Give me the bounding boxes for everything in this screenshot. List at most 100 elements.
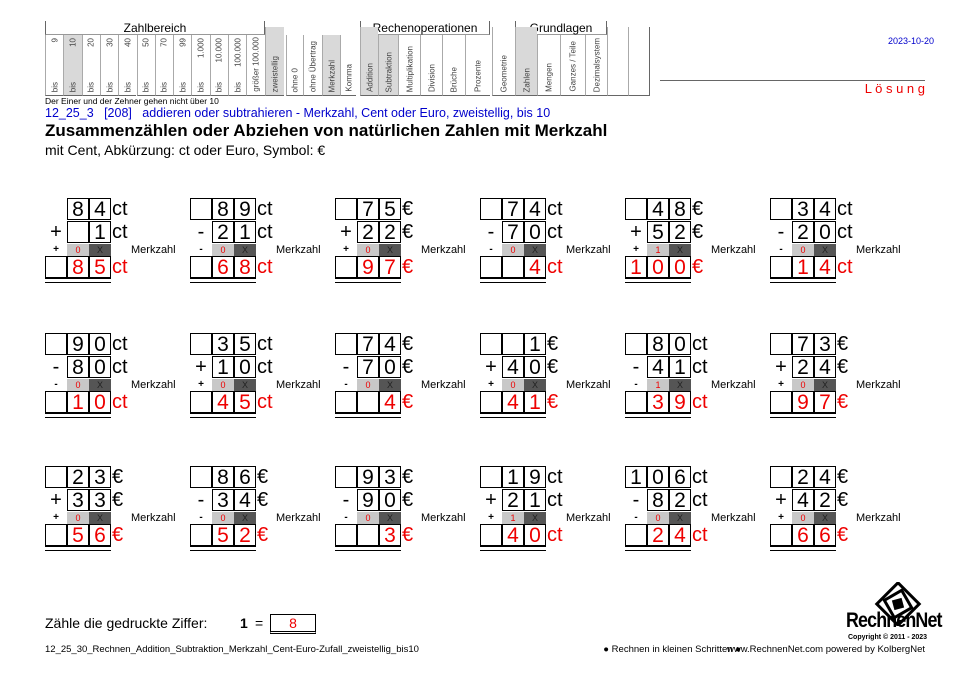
result-digit-cell[interactable]: 8 [234, 256, 256, 279]
result-digit-cell[interactable]: 0 [669, 256, 691, 279]
carry-cell[interactable]: 0 [212, 512, 234, 524]
result-digit-cell[interactable]: 3 [379, 524, 401, 547]
result-digit-cell[interactable] [357, 524, 379, 546]
carry-cell[interactable]: 0 [357, 512, 379, 524]
result-digit-cell[interactable]: 5 [67, 524, 89, 547]
result-unit-label: € [692, 256, 704, 278]
result-digit-cell[interactable]: 1 [625, 256, 647, 279]
result-digit-cell[interactable] [480, 391, 502, 413]
result-digit-cell[interactable] [770, 256, 792, 278]
carry-cell[interactable]: 0 [67, 244, 89, 256]
result-digit-cell[interactable]: 2 [647, 524, 669, 547]
result-digit-cell[interactable] [190, 524, 212, 546]
double-underline [45, 546, 111, 551]
range-bottom: bis [196, 81, 206, 92]
carry-cell[interactable]: 1 [647, 244, 669, 256]
result-digit-cell[interactable]: 4 [669, 524, 691, 547]
carry-cell[interactable]: 0 [792, 244, 814, 256]
result-digit-cell[interactable] [625, 391, 647, 413]
result-digit-cell[interactable]: 6 [814, 524, 836, 547]
result-digit-cell[interactable]: 9 [669, 391, 691, 414]
result-digit-cell[interactable] [335, 256, 357, 278]
carry-cell[interactable]: 0 [502, 379, 524, 391]
result-digit-cell[interactable] [502, 256, 524, 278]
result-digit-cell[interactable]: 0 [647, 256, 669, 279]
result-unit-label: € [257, 524, 269, 546]
result-digit-cell[interactable]: 3 [647, 391, 669, 414]
merkzahl-label: Merkzahl [566, 379, 611, 391]
unit-label: ct [692, 356, 708, 378]
column-label: zweistellig [270, 55, 280, 92]
second-digit-cell: 1 [212, 356, 234, 379]
result-digit-cell[interactable]: 2 [234, 524, 256, 547]
count-answer-box[interactable]: 8 [270, 614, 316, 634]
footer-website[interactable]: www.RechnenNet.com powered by KolbergNet [726, 644, 925, 655]
result-digit-cell[interactable] [190, 256, 212, 278]
group-zahlbereich: Zahlbereich [45, 21, 265, 35]
result-digit-cell[interactable]: 1 [792, 256, 814, 279]
result-digit-cell[interactable]: 6 [792, 524, 814, 547]
result-digit-cell[interactable]: 4 [502, 391, 524, 414]
result-digit-cell[interactable]: 5 [89, 256, 111, 279]
carry-cell[interactable]: 0 [357, 244, 379, 256]
result-digit-cell[interactable] [770, 524, 792, 546]
result-digit-cell[interactable] [770, 391, 792, 413]
carry-cell[interactable]: 0 [502, 244, 524, 256]
result-digit-cell[interactable]: 4 [524, 256, 546, 279]
result-digit-cell[interactable] [335, 524, 357, 546]
result-digit-cell[interactable]: 6 [212, 256, 234, 279]
result-digit-cell[interactable]: 8 [67, 256, 89, 279]
carry-blocked-cell: X [524, 244, 546, 256]
page-title: Zusammenzählen oder Abziehen von natürli… [45, 121, 608, 140]
carry-cell[interactable]: 0 [792, 512, 814, 524]
result-digit-cell[interactable] [45, 391, 67, 413]
carry-cell[interactable]: 1 [502, 512, 524, 524]
result-digit-cell[interactable]: 6 [89, 524, 111, 547]
carry-cell[interactable]: 0 [357, 379, 379, 391]
result-unit-label: ct [257, 256, 273, 278]
result-digit-cell[interactable]: 9 [792, 391, 814, 414]
top-digit-cell: 7 [357, 198, 379, 221]
result-digit-cell[interactable]: 1 [524, 391, 546, 414]
result-digit-cell[interactable]: 4 [212, 391, 234, 414]
carry-cell[interactable]: 0 [67, 512, 89, 524]
problem-6: 3 4 ct -2 0 ct -0 X Merkzahl 1 4 ct [770, 198, 910, 283]
result-digit-cell[interactable] [480, 256, 502, 278]
carry-cell[interactable]: 0 [212, 244, 234, 256]
double-underline [625, 546, 691, 551]
carry-cell[interactable]: 1 [647, 379, 669, 391]
carry-cell[interactable]: 0 [212, 379, 234, 391]
result-digit-cell[interactable]: 4 [502, 524, 524, 547]
result-digit-cell[interactable]: 0 [524, 524, 546, 547]
carry-cell[interactable]: 0 [647, 512, 669, 524]
problem-4: 7 4 ct -7 0 ct -0 X Merkzahl 4 ct [480, 198, 620, 283]
result-digit-cell[interactable]: 7 [379, 256, 401, 279]
top-digit-cell: 8 [669, 198, 691, 221]
carry-blocked-cell: X [234, 244, 256, 256]
result-digit-cell[interactable] [335, 391, 357, 413]
result-digit-cell[interactable]: 9 [357, 256, 379, 279]
carry-cell[interactable]: 0 [67, 379, 89, 391]
result-digit-cell[interactable] [190, 391, 212, 413]
carry-blocked-cell: X [379, 512, 401, 524]
result-digit-cell[interactable] [357, 391, 379, 413]
double-underline [190, 546, 256, 551]
result-digit-cell[interactable]: 1 [67, 391, 89, 414]
range-bottom: bis [178, 81, 188, 92]
problem-7: 9 0 ct -8 0 ct -0 X Merkzahl 1 0 ct [45, 333, 185, 418]
column-label: Multiplikation [405, 45, 414, 92]
result-digit-cell[interactable] [45, 256, 67, 278]
result-digit-cell[interactable]: 4 [379, 391, 401, 414]
result-digit-cell[interactable]: 5 [234, 391, 256, 414]
top-digit-cell: 4 [814, 466, 836, 489]
result-digit-cell[interactable]: 4 [814, 256, 836, 279]
result-digit-cell[interactable]: 7 [814, 391, 836, 414]
result-digit-cell[interactable] [45, 524, 67, 546]
result-digit-cell[interactable] [480, 524, 502, 546]
unit-label: € [112, 466, 124, 488]
category-column: Addition [360, 27, 378, 96]
result-digit-cell[interactable] [625, 524, 647, 546]
carry-cell[interactable]: 0 [792, 379, 814, 391]
result-digit-cell[interactable]: 5 [212, 524, 234, 547]
result-digit-cell[interactable]: 0 [89, 391, 111, 414]
